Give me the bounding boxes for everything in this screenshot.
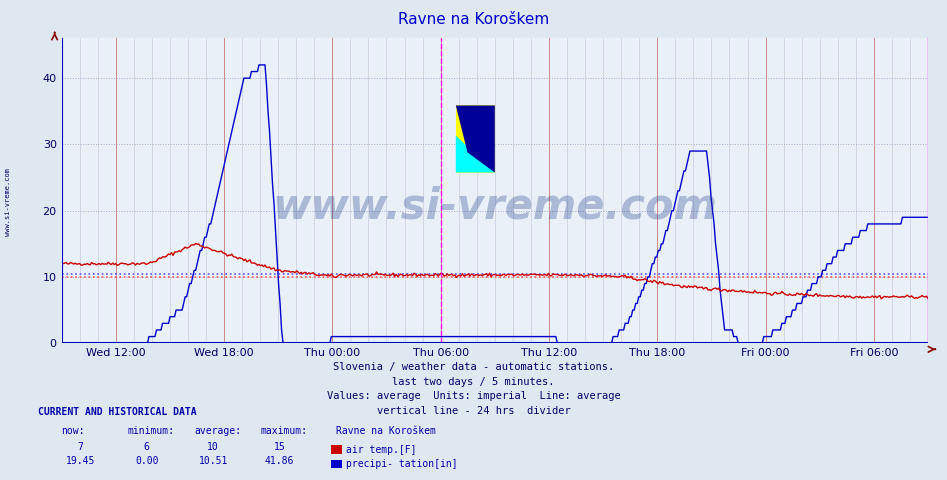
Bar	[456, 106, 495, 172]
Text: 6: 6	[144, 442, 150, 452]
Text: 10: 10	[207, 442, 219, 452]
Text: 0.00: 0.00	[135, 456, 158, 466]
Text: last two days / 5 minutes.: last two days / 5 minutes.	[392, 377, 555, 387]
Text: 7: 7	[78, 442, 83, 452]
Polygon shape	[456, 136, 495, 172]
Text: average:: average:	[194, 426, 241, 436]
Text: precipi- tation[in]: precipi- tation[in]	[346, 459, 457, 469]
Text: Ravne na Koroškem: Ravne na Koroškem	[398, 12, 549, 27]
Text: minimum:: minimum:	[128, 426, 175, 436]
Text: vertical line - 24 hrs  divider: vertical line - 24 hrs divider	[377, 406, 570, 416]
Text: 10.51: 10.51	[198, 456, 228, 466]
Text: 41.86: 41.86	[264, 456, 295, 466]
Text: air temp.[F]: air temp.[F]	[346, 445, 416, 455]
Text: www.si-vreme.com: www.si-vreme.com	[273, 185, 717, 227]
Text: www.si-vreme.com: www.si-vreme.com	[5, 168, 10, 236]
Text: Slovenia / weather data - automatic stations.: Slovenia / weather data - automatic stat…	[333, 362, 614, 372]
Text: Ravne na Koroškem: Ravne na Koroškem	[336, 426, 436, 436]
Text: CURRENT AND HISTORICAL DATA: CURRENT AND HISTORICAL DATA	[38, 407, 197, 417]
Text: 19.45: 19.45	[65, 456, 96, 466]
Text: 15: 15	[274, 442, 285, 452]
Text: now:: now:	[62, 426, 85, 436]
Polygon shape	[456, 106, 495, 172]
Text: Values: average  Units: imperial  Line: average: Values: average Units: imperial Line: av…	[327, 391, 620, 401]
Text: maximum:: maximum:	[260, 426, 308, 436]
